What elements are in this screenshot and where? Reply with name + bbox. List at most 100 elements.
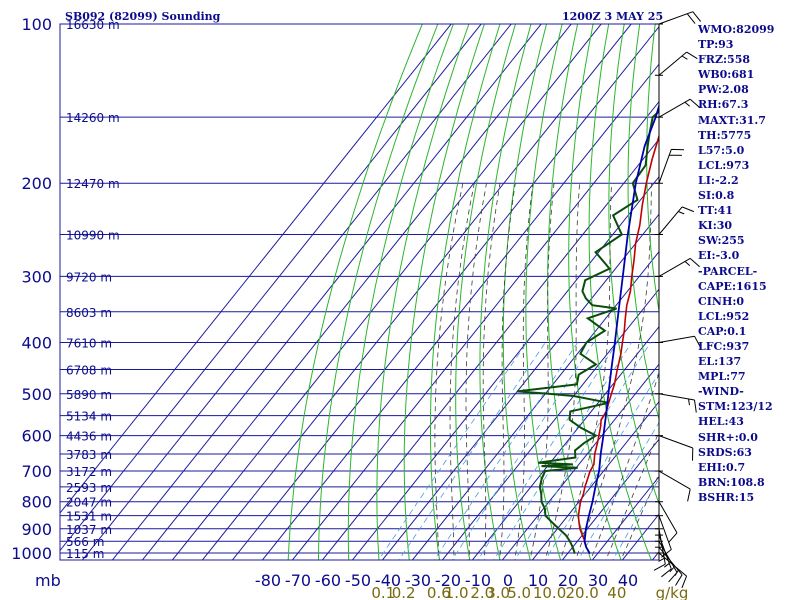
index-item: TP:93 [698, 38, 734, 52]
isotherm-line [471, 325, 659, 560]
wind-barb [658, 393, 697, 413]
x-axis-prefix: mb [35, 571, 61, 590]
index-item: WB0:681 [698, 68, 755, 82]
dry-adiabat [347, 24, 454, 560]
index-item: WMO:82099 [698, 23, 775, 36]
isotherm-line [411, 250, 659, 560]
index-item: MAXT:31.7 [698, 113, 766, 127]
moist-adiabat [499, 183, 516, 560]
mixing-ratio-line [451, 342, 595, 560]
temperature-tick-label: 30 [588, 571, 608, 590]
mixing-ratio-line [398, 342, 546, 560]
temperature-tick-label: -10 [465, 571, 491, 590]
mixing-ratio-unit: g/kg [656, 584, 689, 600]
index-item: CINH:0 [698, 294, 745, 308]
index-item: BSHR:15 [698, 490, 755, 504]
isotherm-line [501, 363, 659, 560]
isotherm-line [201, 24, 632, 560]
index-item: LCL:973 [698, 158, 750, 172]
mixing-ratio-label: 0.6 [427, 584, 451, 600]
height-label: 10990 m [66, 229, 120, 243]
moist-adiabat [434, 183, 464, 560]
height-label: 5134 m [66, 410, 112, 424]
dry-adiabat [287, 24, 423, 560]
height-label: 5890 m [66, 388, 112, 402]
mixing-ratio-label: 10.0 [533, 584, 566, 600]
index-item: LCL:952 [698, 309, 750, 323]
dry-adiabat [455, 24, 517, 560]
pressure-label: 1000 [11, 544, 52, 563]
isotherm-line [531, 400, 659, 560]
dry-adiabat [588, 24, 652, 560]
index-item: HEL:43 [698, 415, 744, 429]
moist-adiabat [605, 430, 659, 560]
height-label: 1531 m [66, 510, 112, 524]
index-item: RH:67.3 [698, 98, 749, 112]
height-label: 9720 m [66, 270, 112, 284]
mixing-ratio-line [544, 372, 659, 560]
isotherm-line [231, 25, 659, 560]
wind-barb [658, 148, 685, 184]
dry-adiabat [430, 24, 501, 560]
mixing-ratio-label: 0.2 [392, 584, 416, 600]
height-label: 115 m [66, 547, 104, 561]
mixing-ratio-line [477, 342, 618, 560]
dry-adiabat [403, 24, 485, 560]
mixing-ratio-label: 20.0 [565, 584, 598, 600]
mixing-ratio-label: 40 [607, 584, 626, 600]
dry-adiabat [479, 24, 532, 560]
index-item: EI:-3.0 [698, 249, 740, 263]
height-label: 3172 m [66, 465, 112, 479]
wind-barb [653, 528, 666, 571]
pressure-label: 600 [21, 427, 52, 446]
isotherm-line [111, 24, 542, 560]
dry-adiabat [568, 24, 622, 560]
mixing-ratio-label: 3.0 [486, 584, 510, 600]
isotherm-line [81, 24, 512, 560]
mixing-ratio-label: 5.0 [507, 584, 531, 600]
isotherm-line [60, 24, 482, 552]
isotherm-line [261, 63, 659, 560]
index-item: KI:30 [698, 219, 733, 233]
height-label: 14260 m [66, 111, 120, 125]
dry-adiabat [646, 24, 659, 314]
pressure-label: 500 [21, 385, 52, 404]
isotherm-line [291, 100, 659, 560]
pressure-label: 400 [21, 333, 52, 352]
moist-adiabat [449, 183, 475, 560]
wind-barb [658, 206, 695, 235]
station-title: SB092 (82099) Sounding [65, 10, 221, 23]
moist-adiabat [482, 183, 501, 560]
moist-adiabat [620, 472, 659, 560]
dry-adiabat [547, 24, 592, 560]
wind-barb [658, 98, 700, 118]
dry-adiabat [779, 0, 800, 564]
temperature-tick-label: -30 [405, 571, 431, 590]
temperature-tick-label: 20 [558, 571, 578, 590]
moist-adiabat [514, 183, 534, 560]
temperature-tick-label: -40 [375, 571, 401, 590]
index-item: PW:2.08 [698, 83, 749, 97]
height-label: 12470 m [66, 177, 120, 191]
wind-barb [658, 552, 688, 589]
index-item: SRDS:63 [698, 445, 752, 459]
isotherm-line [561, 438, 659, 560]
index-item: BRN:108.8 [698, 475, 765, 489]
dry-adiabat [376, 24, 470, 560]
index-item: EL:137 [698, 355, 742, 369]
index-item: L57:5.0 [698, 143, 745, 157]
temperature-tick-label: -50 [345, 571, 371, 590]
temperature-trace [577, 133, 659, 555]
index-item: LFC:937 [698, 339, 750, 353]
moist-adiabat [465, 183, 487, 560]
valid-time: 1200Z 3 MAY 25 [562, 10, 664, 23]
wind-barb [658, 515, 672, 558]
height-label: 1037 m [66, 523, 112, 537]
mixing-ratio-label: 1.0 [445, 584, 469, 600]
pressure-label: 800 [21, 493, 52, 512]
temperature-tick-label: -70 [285, 571, 311, 590]
dry-adiabat [794, 0, 800, 564]
index-item: CAPE:1615 [698, 279, 767, 293]
index-item: FRZ:558 [698, 53, 751, 67]
